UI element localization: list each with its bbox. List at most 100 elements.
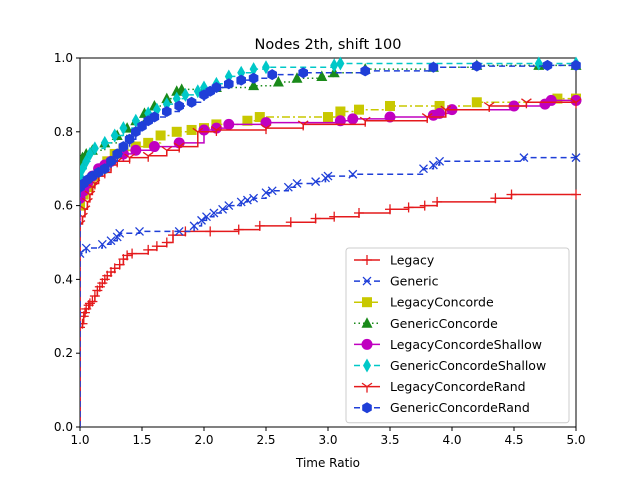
data-point [434,107,446,119]
data-point [161,146,173,157]
data-point [84,298,95,309]
data-point [143,244,154,255]
data-point [483,101,495,112]
data-point [110,128,119,143]
data-point [233,224,244,235]
plot-area: 1.0 1.5 2.0 2.5 3.0 3.5 4.0 4.5 5.0 0.0 0.2 0.4 0.6 0… [54,51,586,447]
data-point [310,213,321,224]
data-point [81,243,91,253]
data-point [311,177,321,187]
data-point [490,193,501,204]
data-point [186,96,197,108]
data-point [151,241,162,252]
data-point [384,111,396,123]
legend-label: Generic [390,274,439,289]
data-point [336,56,345,71]
data-point [80,322,85,333]
data-point [435,156,445,166]
legend-marker [361,317,373,328]
data-point [552,93,563,104]
data-point [124,133,135,145]
data-point [360,65,370,77]
data-point [143,137,154,148]
data-point [189,221,199,231]
legend-marker [361,382,373,393]
x-tick-label: 3.0 [318,433,337,447]
data-point [87,296,98,307]
data-point [162,106,172,117]
data-point [272,75,284,87]
data-point [174,100,184,112]
data-point [100,135,109,150]
data-point [149,111,160,123]
data-point [97,239,107,249]
data-point [521,98,532,109]
data-point [428,61,439,73]
data-point [118,141,129,153]
data-point [267,186,277,196]
data-point [323,112,333,123]
data-point [115,228,125,238]
data-point [359,116,371,127]
data-point [224,78,234,90]
data-point [471,97,482,108]
legend-marker [362,276,372,286]
data-point [161,237,172,248]
data-point [155,130,166,141]
data-point [127,248,138,259]
data-point [242,195,252,205]
data-point [334,115,346,127]
data-point [211,82,222,93]
data-point [472,60,482,72]
data-point [335,106,346,117]
y-tick-label: 1.0 [54,51,73,65]
data-point [130,144,142,156]
x-axis-label: Time Ratio [295,456,360,470]
data-point [254,220,265,231]
legend-label: LegacyConcordeRand [390,379,526,394]
data-point [261,188,271,198]
data-point [205,226,216,237]
data-point [385,100,395,111]
y-tick-label: 0.4 [54,272,73,286]
data-point [119,121,128,136]
data-point [85,146,94,161]
data-point [570,94,582,106]
data-point [428,160,438,170]
y-tick-label: 0.2 [54,346,73,360]
data-point [440,105,452,116]
data-point [570,98,582,109]
data-point [80,318,88,329]
data-point [347,113,359,125]
data-point [173,137,185,149]
data-point [254,112,265,123]
y-tick-label: 0.6 [54,199,73,213]
data-point [218,204,228,214]
data-point [223,118,235,130]
y-tick-label: 0.8 [54,125,73,139]
data-point [385,204,395,215]
data-point [122,250,133,261]
data-point [285,217,296,228]
legend-marker [362,402,372,414]
data-point [142,151,154,162]
data-point [211,125,222,136]
data-point [249,193,259,203]
data-point [519,153,529,163]
data-point [292,179,302,188]
data-point [100,163,110,175]
x-tick-label: 2.5 [256,433,275,447]
data-point [171,126,182,137]
data-point [224,201,234,211]
data-point [80,161,87,176]
data-point [421,113,433,124]
data-point [248,72,259,84]
data-point [330,58,339,73]
legend-label: Legacy [390,253,435,268]
data-point [181,87,190,102]
data-point [198,124,210,136]
data-point [316,70,328,81]
data-point [174,226,184,236]
